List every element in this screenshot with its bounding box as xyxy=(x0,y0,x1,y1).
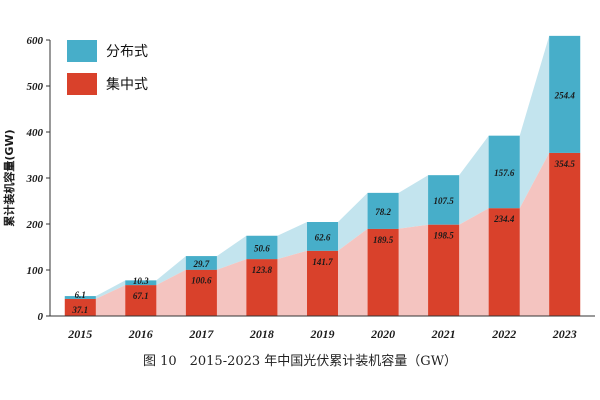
bar-centralized-2022 xyxy=(488,208,520,316)
bar-centralized-2016 xyxy=(125,285,157,316)
bars-group xyxy=(64,35,581,316)
x-tick-label-2022: 2022 xyxy=(491,327,516,341)
bar-centralized-2020 xyxy=(367,228,399,316)
data-label-distributed-2022: 157.6 xyxy=(494,168,515,178)
data-label-distributed-2017: 29.7 xyxy=(193,259,210,269)
bar-centralized-2017 xyxy=(185,269,217,316)
data-label-centralized-2021: 198.5 xyxy=(433,231,454,241)
x-tick-label-2016: 2016 xyxy=(128,327,153,341)
x-tick-label-2015: 2015 xyxy=(67,327,92,341)
data-labels-group: 37.1 6.1 2015 67.1 10.3 2016 100.6 29.7 2017 123.… xyxy=(67,90,576,341)
data-label-centralized-2020: 189.5 xyxy=(373,235,394,245)
axes-group: 0 100 200 300 400 500 600 xyxy=(26,35,595,323)
bar-distributed-2019 xyxy=(307,222,338,251)
data-label-distributed-2021: 107.5 xyxy=(433,196,454,206)
bar-distributed-2015 xyxy=(64,296,96,299)
x-tick-label-2017: 2017 xyxy=(188,327,214,341)
data-label-centralized-2022: 234.4 xyxy=(493,214,515,224)
data-label-centralized-2015: 37.1 xyxy=(71,305,88,315)
bar-distributed-2021 xyxy=(428,175,460,225)
bar-distributed-2018 xyxy=(246,235,278,260)
legend-label-centralized: 集中式 xyxy=(106,76,148,93)
data-label-centralized-2017: 100.6 xyxy=(191,276,212,286)
data-label-centralized-2018: 123.8 xyxy=(252,265,273,275)
y-tick-label-600: 600 xyxy=(27,35,44,47)
x-tick-label-2019: 2019 xyxy=(310,327,335,341)
figure-caption: 图 10 2015-2023 年中国光伏累计装机容量（GW） xyxy=(143,353,457,369)
bar-distributed-2016 xyxy=(125,280,157,286)
legend-swatch-centralized xyxy=(67,73,97,95)
y-tick-label-0: 0 xyxy=(38,311,44,323)
bar-distributed-2020 xyxy=(367,192,399,229)
y-tick-label-200: 200 xyxy=(26,219,44,231)
x-tick-label-2018: 2018 xyxy=(249,327,274,341)
data-label-centralized-2019: 141.7 xyxy=(312,257,333,267)
y-tick-label-300: 300 xyxy=(26,173,44,185)
x-tick-label-2020: 2020 xyxy=(370,327,395,341)
bar-centralized-2023 xyxy=(549,152,581,316)
data-label-centralized-2023: 354.5 xyxy=(554,159,576,169)
bar-centralized-2021 xyxy=(428,224,460,316)
data-label-distributed-2016: 10.3 xyxy=(133,276,149,286)
x-tick-label-2023: 2023 xyxy=(552,327,577,341)
legend-label-distributed: 分布式 xyxy=(106,44,148,60)
legend-swatch-distributed xyxy=(67,40,97,62)
data-label-distributed-2015: 6.1 xyxy=(75,290,86,300)
legend: 分布式 集中式 xyxy=(67,40,148,95)
x-tick-label-2021: 2021 xyxy=(431,327,456,341)
bar-centralized-2015 xyxy=(64,298,96,316)
data-label-distributed-2018: 50.6 xyxy=(254,243,270,253)
bar-centralized-2018 xyxy=(246,259,278,316)
bar-distributed-2022 xyxy=(488,135,520,209)
y-tick-label-400: 400 xyxy=(26,127,44,139)
bar-centralized-2019 xyxy=(307,250,338,316)
data-label-centralized-2016: 67.1 xyxy=(133,291,149,301)
bar-distributed-2023 xyxy=(549,35,581,153)
data-label-distributed-2023: 254.4 xyxy=(554,90,576,100)
y-tick-label-100: 100 xyxy=(27,265,44,277)
y-tick-label-500: 500 xyxy=(27,81,44,93)
data-label-distributed-2019: 62.6 xyxy=(315,232,331,242)
bar-distributed-2017 xyxy=(185,256,217,270)
y-axis-title: 累计装机容量(GW) xyxy=(2,129,16,226)
data-label-distributed-2020: 78.2 xyxy=(375,207,391,217)
